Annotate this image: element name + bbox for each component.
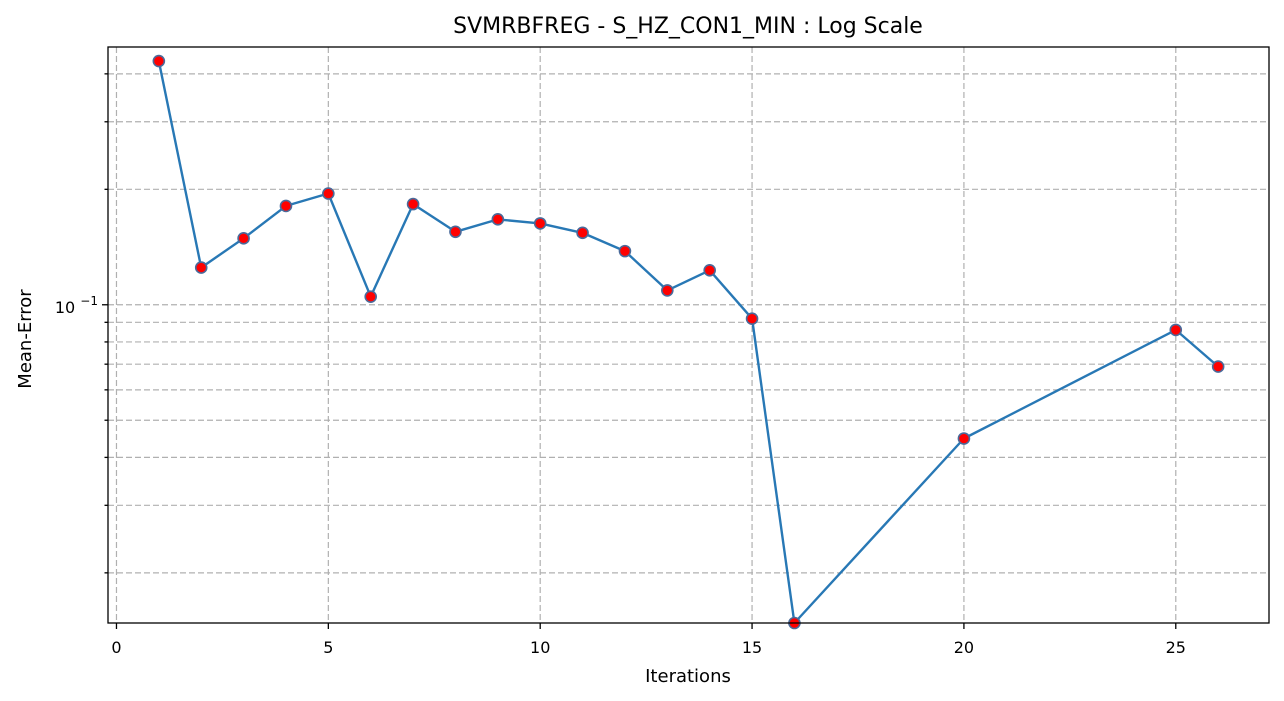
data-point bbox=[533, 217, 547, 230]
y-tick-base: 10 bbox=[55, 298, 75, 317]
data-point bbox=[703, 263, 716, 277]
data-point bbox=[491, 213, 505, 226]
x-tick-label: 15 bbox=[742, 638, 762, 657]
x-tick-label: 25 bbox=[1166, 638, 1186, 657]
data-point bbox=[237, 232, 250, 245]
data-point bbox=[745, 312, 759, 325]
grid-lines bbox=[108, 47, 1269, 623]
x-tick-label: 20 bbox=[954, 638, 974, 657]
data-point bbox=[406, 197, 420, 211]
x-tick-label: 10 bbox=[530, 638, 550, 657]
data-point bbox=[1211, 360, 1225, 373]
y-axis-label: Mean-Error bbox=[15, 289, 36, 389]
data-point bbox=[576, 226, 589, 240]
data-point bbox=[1169, 323, 1183, 337]
data-point bbox=[194, 261, 208, 274]
data-point bbox=[364, 290, 378, 303]
data-point bbox=[322, 187, 335, 200]
y-axis-ticks: 10 −1 bbox=[55, 73, 108, 574]
data-point bbox=[957, 432, 971, 445]
data-point bbox=[618, 244, 632, 258]
data-point bbox=[449, 225, 462, 239]
plot-frame bbox=[107, 46, 1270, 624]
chart-title: SVMRBFREG - S_HZ_CON1_MIN : Log Scale bbox=[453, 14, 923, 39]
y-tick-exponent: −1 bbox=[80, 294, 98, 308]
x-axis-label: Iterations bbox=[645, 666, 731, 687]
x-tick-label: 0 bbox=[111, 638, 121, 657]
data-point bbox=[152, 54, 166, 68]
x-tick-label: 5 bbox=[323, 638, 333, 657]
y-major-tick-label: 10 −1 bbox=[55, 294, 98, 317]
data-point bbox=[279, 199, 293, 213]
data-point bbox=[661, 284, 674, 297]
x-axis-ticks: 0 5 10 15 20 25 bbox=[111, 623, 1186, 657]
